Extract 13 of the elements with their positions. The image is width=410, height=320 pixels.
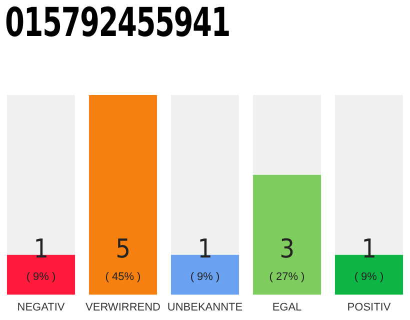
annotation: ( 27% ) xyxy=(269,270,305,283)
data-label: 3 xyxy=(280,234,294,265)
x-tick-label: EGAL xyxy=(272,301,302,314)
annotation: ( 9% ) xyxy=(190,270,220,283)
x-tick-label: UNBEKANNTE xyxy=(167,301,243,314)
x-tick-label: NEGATIV xyxy=(17,301,66,314)
x-tick-label: POSITIV xyxy=(347,301,392,314)
data-label: 5 xyxy=(116,234,130,265)
chart-title: 015792455941 xyxy=(5,0,230,46)
annotation: ( 9% ) xyxy=(26,270,56,283)
annotation: ( 9% ) xyxy=(354,270,384,283)
annotation: ( 45% ) xyxy=(105,270,141,283)
x-tick-label: VERWIRREND xyxy=(86,301,161,314)
